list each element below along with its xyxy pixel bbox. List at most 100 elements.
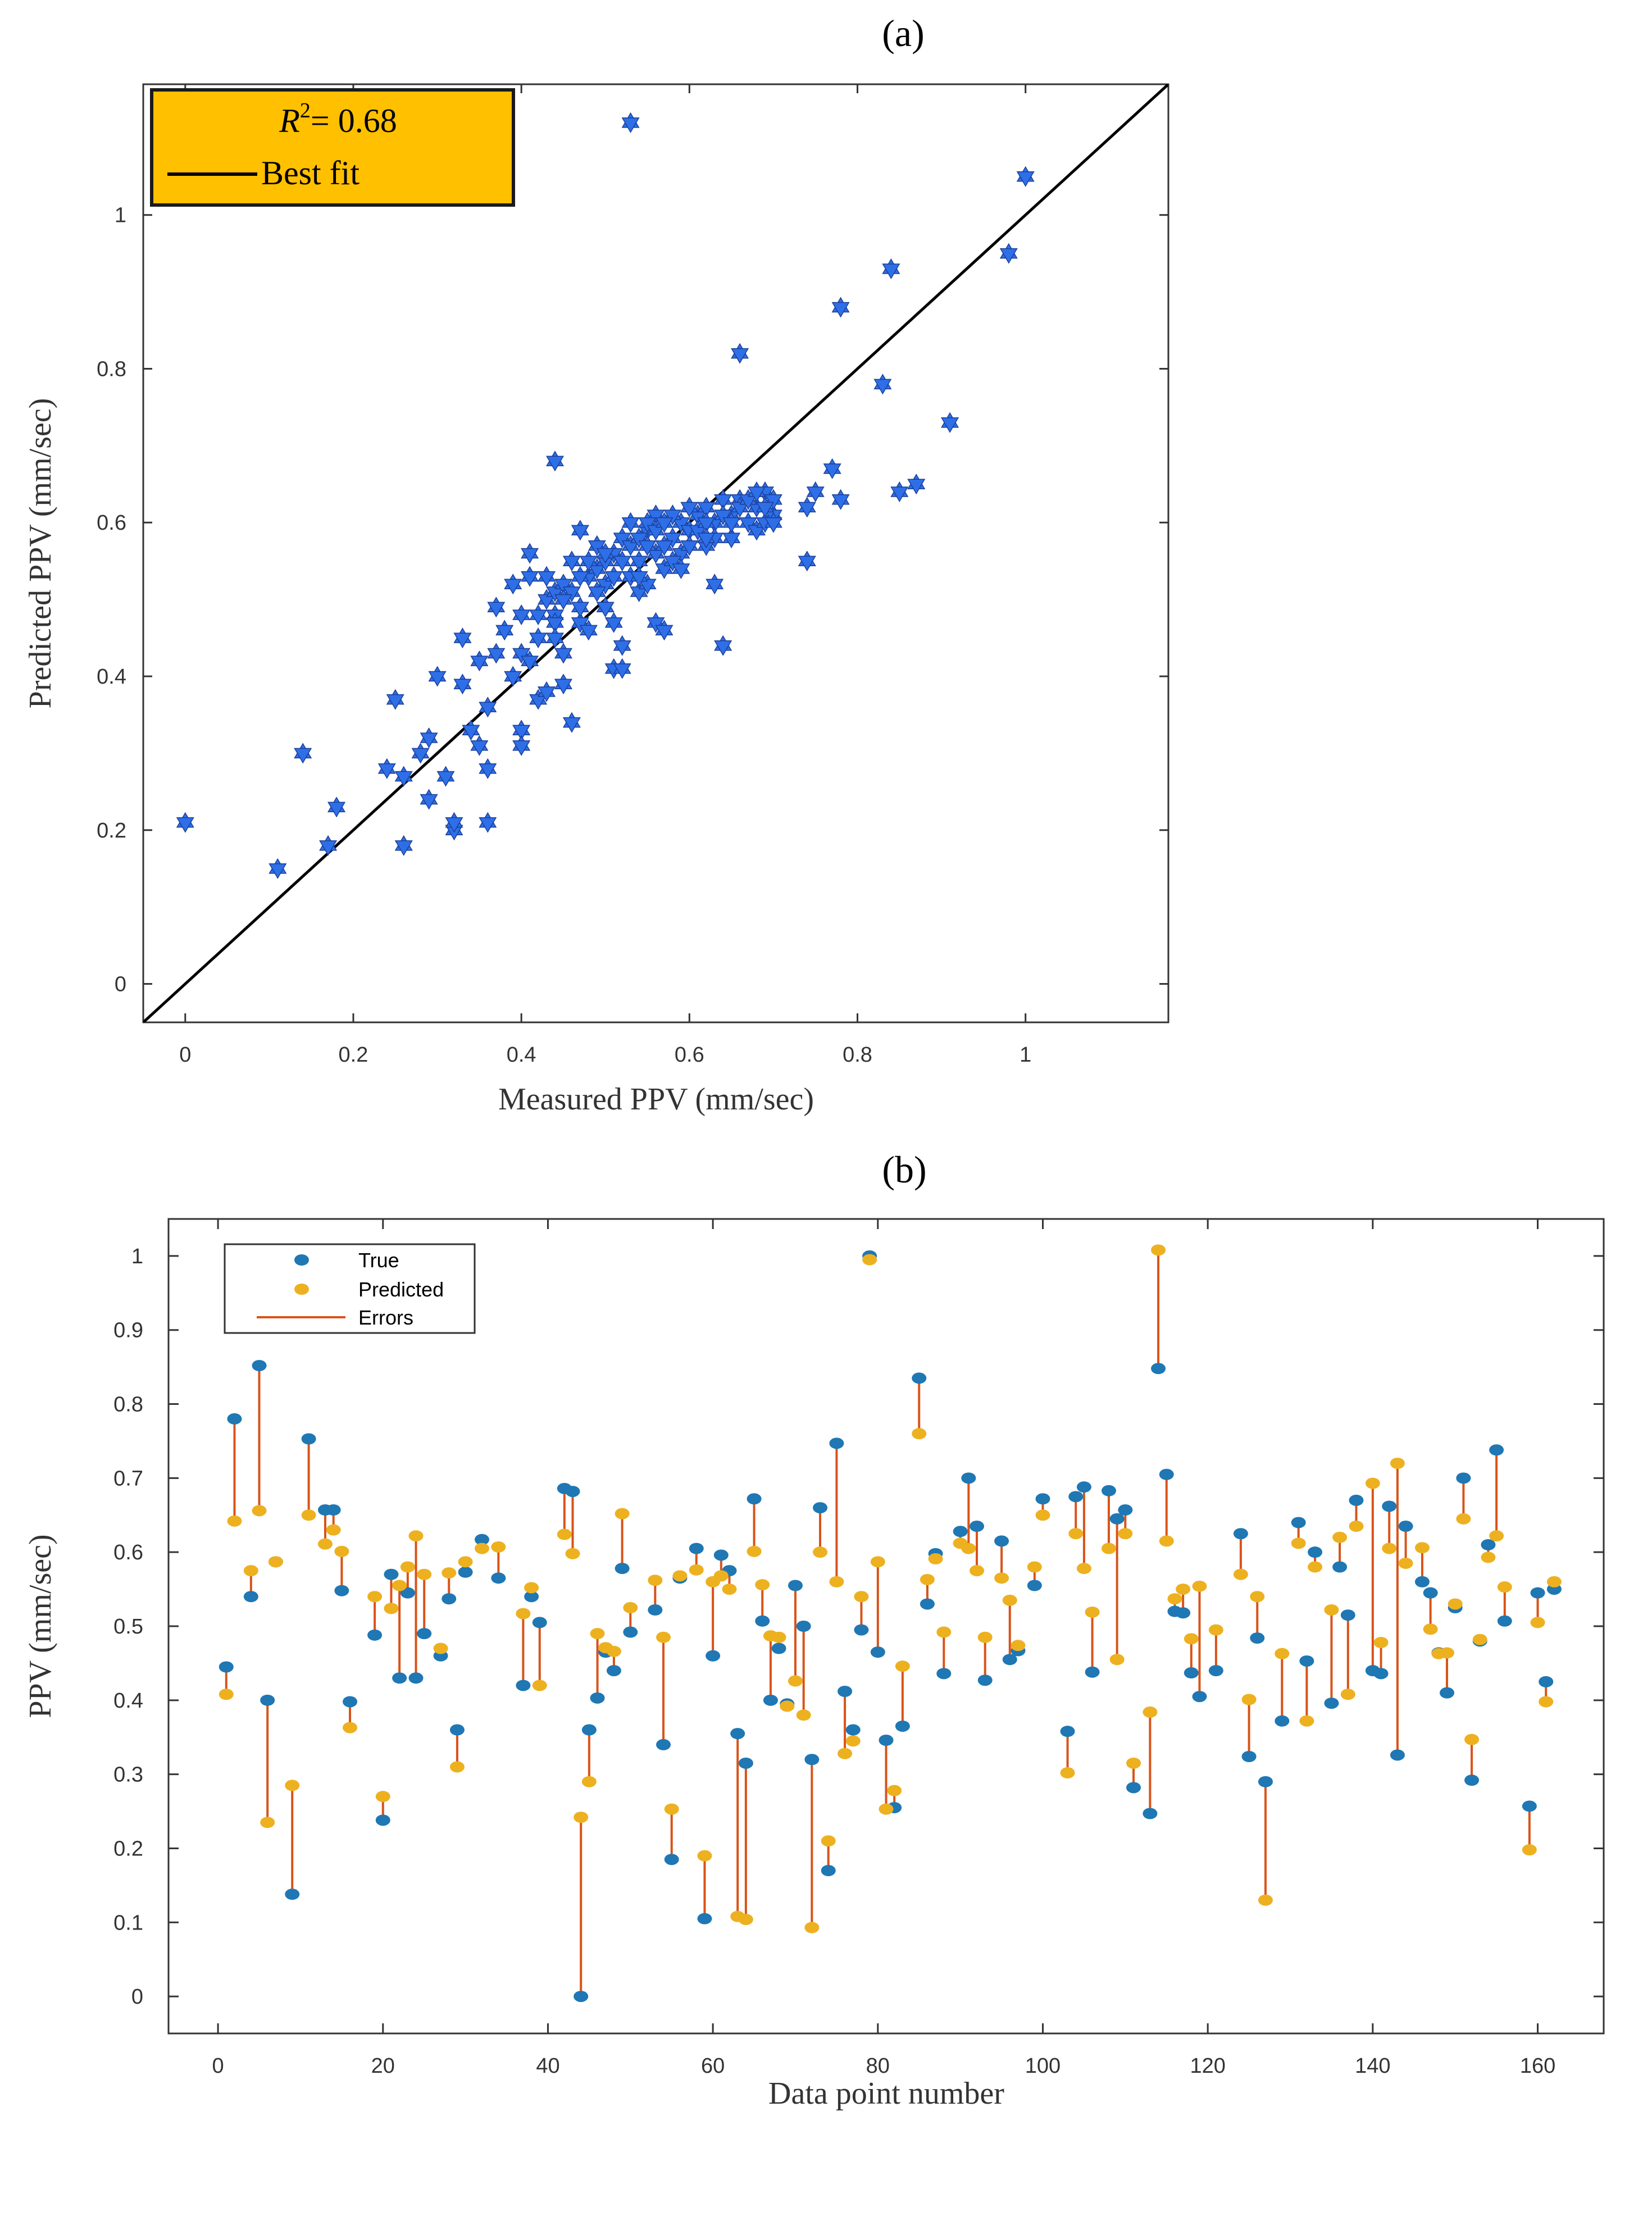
chart-a-point	[697, 512, 716, 533]
chart-b-true-point	[788, 1580, 803, 1591]
chart-a-xtick-label: 0.4	[507, 1043, 536, 1067]
chart-b-predicted-point	[623, 1602, 638, 1614]
chart-a-point	[630, 581, 648, 602]
chart-b-predicted-point	[243, 1565, 258, 1577]
chart-a-point	[546, 612, 564, 633]
chart-a-scatter: 0 0.2 0.4 0.6 0.8 1 0 0.2 0.4 0.6 0.8 1 Measured PP…	[23, 83, 1169, 1117]
chart-a-point	[546, 581, 564, 602]
chart-b-predicted-point	[449, 1761, 465, 1773]
chart-a-point	[453, 627, 472, 649]
chart-a-point	[798, 550, 816, 572]
chart-b-predicted-point	[1456, 1513, 1471, 1525]
chart-a-point	[571, 597, 589, 618]
chart-b-predicted-point	[384, 1603, 399, 1614]
chart-b-predicted-point	[656, 1631, 671, 1643]
chart-b-predicted-point	[1539, 1696, 1554, 1708]
chart-b-predicted-point	[442, 1567, 457, 1579]
chart-a-point	[731, 497, 749, 518]
chart-b-predicted-point	[697, 1850, 712, 1862]
chart-b-true-point	[1324, 1698, 1339, 1709]
chart-a-point	[663, 504, 682, 526]
chart-a-point	[680, 497, 699, 518]
chart-b-predicted-point	[474, 1543, 489, 1554]
chart-a-point	[512, 604, 531, 625]
chart-b-true-point	[1076, 1481, 1091, 1493]
chart-b-predicted-point	[887, 1785, 902, 1796]
chart-b-true-point	[895, 1720, 910, 1732]
chart-a-point	[647, 543, 665, 564]
chart-b-predicted-point	[920, 1573, 935, 1585]
chart-b-predicted-point	[845, 1735, 861, 1747]
chart-a-point	[697, 527, 716, 549]
chart-b-true-point	[1390, 1749, 1405, 1761]
chart-b-legend-true: True	[358, 1249, 399, 1272]
chart-a-ytick-label: 0	[115, 973, 126, 997]
chart-b-predicted-point	[1250, 1591, 1265, 1603]
chart-a-point	[714, 489, 732, 510]
chart-b-true-point	[1258, 1776, 1273, 1787]
chart-b-true-point	[1002, 1654, 1017, 1666]
chart-b-true-point	[1414, 1576, 1430, 1587]
chart-a-point	[538, 566, 556, 587]
chart-a-point	[546, 451, 564, 472]
chart-b-true-point	[260, 1694, 275, 1706]
chart-a-point	[722, 527, 741, 549]
chart-a-point	[588, 558, 606, 579]
chart-b-true-point	[920, 1598, 935, 1610]
chart-b-predicted-point	[565, 1548, 580, 1559]
chart-b-predicted-point	[615, 1508, 630, 1519]
chart-b-predicted-point	[252, 1505, 267, 1517]
chart-b-true-point	[1184, 1667, 1199, 1679]
chart-b-true-point	[977, 1675, 993, 1686]
chart-b-predicted-point	[788, 1675, 803, 1687]
panel-a-label: (a)	[882, 12, 924, 54]
chart-b-true-point	[706, 1650, 721, 1662]
chart-a-point	[655, 620, 673, 641]
chart-b-true-point	[1398, 1521, 1413, 1532]
chart-a-xtick-label: 1	[1020, 1043, 1031, 1067]
chart-a-point	[731, 343, 749, 364]
chart-a-point	[504, 666, 522, 687]
chart-b-true-point	[491, 1572, 506, 1584]
chart-a-point	[529, 604, 548, 626]
chart-b-predicted-point	[912, 1428, 927, 1440]
chart-b-xtick-label: 120	[1190, 2054, 1225, 2078]
chart-a-point	[588, 535, 606, 556]
chart-b-predicted-point	[928, 1553, 943, 1565]
chart-a-point	[445, 812, 463, 833]
chart-b-predicted-point	[722, 1584, 737, 1595]
chart-b-true-point	[615, 1563, 630, 1575]
chart-a-point	[420, 789, 438, 810]
chart-a-point	[512, 720, 531, 741]
chart-a-point	[647, 520, 665, 541]
chart-a-point	[394, 835, 413, 856]
chart-b-legend-predicted: Predicted	[358, 1278, 444, 1301]
chart-b-predicted-point	[1497, 1581, 1512, 1593]
chart-b-predicted-point	[532, 1680, 547, 1691]
chart-b-predicted-point	[285, 1780, 300, 1791]
chart-b-ytick-label: 0.1	[113, 1911, 143, 1935]
chart-b-ytick-label: 0.2	[113, 1837, 143, 1860]
chart-b-true-point	[1101, 1485, 1116, 1496]
chart-b-true-point	[689, 1543, 704, 1554]
chart-a-point	[907, 474, 926, 495]
chart-b-legend: True Predicted Errors	[224, 1243, 476, 1334]
chart-b-true-point	[1308, 1546, 1323, 1558]
chart-b-legend-predicted-marker	[294, 1284, 309, 1295]
chart-a-point	[495, 620, 514, 641]
chart-b-predicted-point	[392, 1580, 407, 1591]
chart-a-point	[739, 489, 758, 510]
chart-a-ytick-label: 0.8	[97, 357, 126, 381]
chart-b-predicted-point	[524, 1582, 539, 1594]
chart-b-predicted-point	[1176, 1584, 1191, 1595]
chart-b-ytick-label: 0.8	[113, 1393, 143, 1417]
chart-b-true-point	[656, 1739, 671, 1750]
chart-a-point	[756, 497, 774, 518]
chart-a-point	[748, 520, 766, 541]
chart-b-true-point	[1456, 1472, 1471, 1484]
chart-b-true-point	[730, 1728, 745, 1740]
chart-a-point	[613, 635, 631, 656]
chart-a-point	[680, 535, 699, 556]
chart-b-xtick-label: 140	[1355, 2054, 1390, 2078]
